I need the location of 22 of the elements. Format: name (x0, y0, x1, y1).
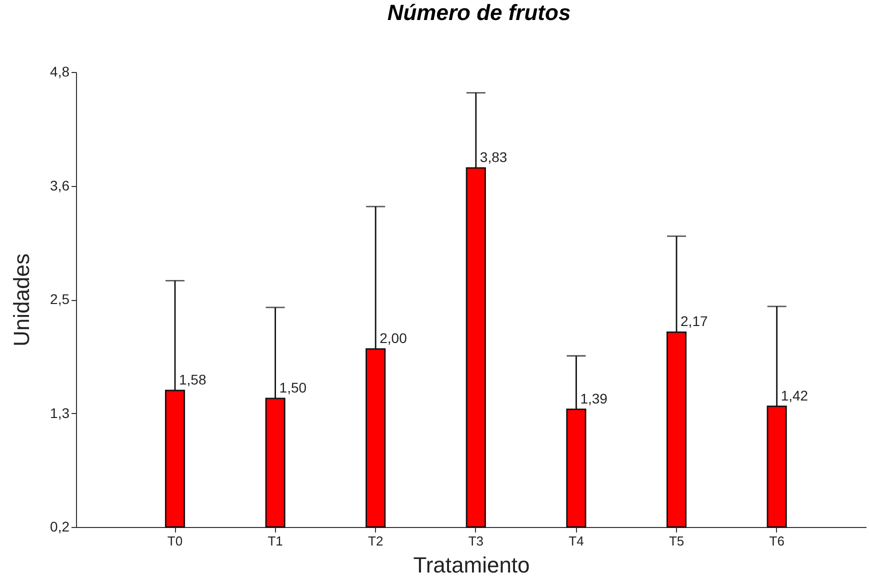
x-tick-label: T2 (368, 534, 384, 548)
data-label: 1,39 (580, 390, 608, 406)
data-label: 2,17 (680, 313, 708, 330)
x-tick-label: T4 (568, 534, 584, 548)
data-label: 3,83 (480, 148, 508, 165)
y-tick-label: 4,8 (50, 64, 70, 80)
x-axis-title: Tratamiento (413, 552, 530, 578)
data-label: 1,50 (279, 379, 307, 396)
x-tick-label: T6 (769, 534, 784, 548)
chart-title: Número de frutos (387, 0, 571, 25)
y-tick-label: 2,5 (50, 291, 70, 307)
x-tick-label: T3 (468, 534, 484, 548)
data-label: 2,00 (380, 330, 408, 346)
data-label: 1,42 (780, 387, 808, 404)
x-tick-label: T5 (668, 534, 684, 548)
y-tick-label: 0,2 (50, 518, 70, 534)
y-tick-label: 1,3 (50, 404, 70, 421)
y-axis-title: Unidades (9, 254, 34, 346)
x-tick-label: T0 (167, 534, 183, 548)
data-label: 1,58 (179, 372, 206, 388)
x-tick-label: T1 (268, 534, 283, 548)
y-tick-label: 3,6 (50, 177, 70, 194)
